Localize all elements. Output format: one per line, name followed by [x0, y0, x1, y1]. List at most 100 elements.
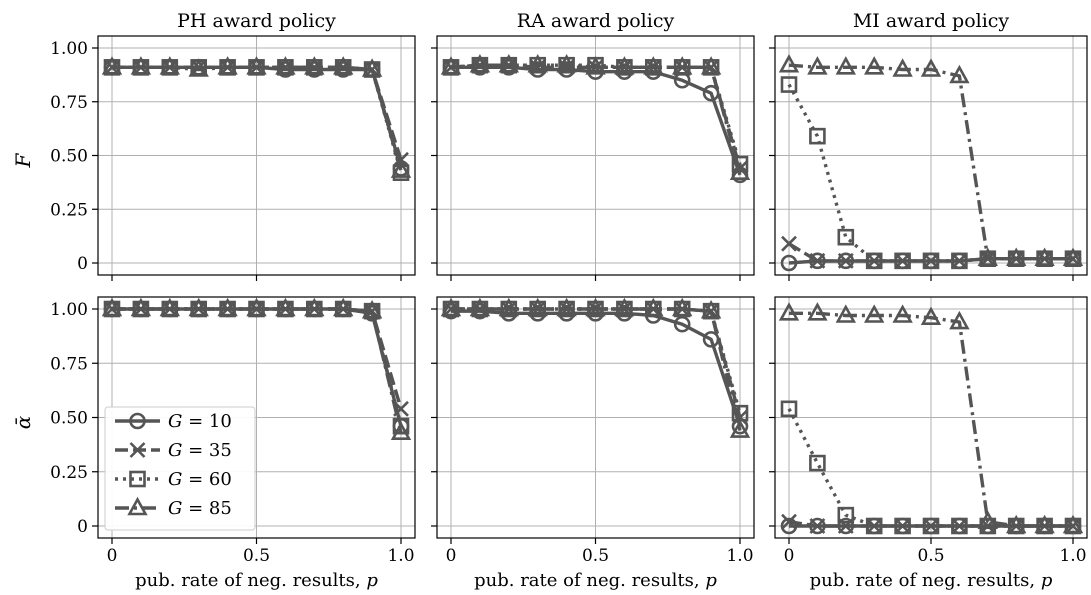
- data-point-x: [674, 59, 691, 76]
- data-point-triangle: [863, 304, 885, 323]
- data-point-square: [780, 76, 798, 93]
- data-point-triangle: [1062, 514, 1084, 534]
- data-point-triangle: [101, 297, 123, 317]
- legend-label: G = 10: [168, 411, 232, 432]
- legend-box: [104, 406, 256, 531]
- x-tick-label: 1.0: [387, 546, 414, 566]
- data-point-triangle: [527, 54, 548, 73]
- data-point-square: [837, 506, 855, 524]
- x-axis-label: pub. rate of neg. results, p: [474, 570, 717, 591]
- series-line-1: [451, 309, 742, 427]
- data-point-triangle: [217, 56, 238, 75]
- data-point-square: [809, 127, 826, 145]
- data-point-circle: [702, 84, 720, 102]
- data-point-triangle: [1034, 514, 1055, 534]
- data-point-triangle: [101, 56, 123, 75]
- x-tick-label: 0.5: [917, 546, 944, 566]
- data-point-triangle: [614, 297, 635, 317]
- data-point-triangle: [130, 297, 152, 317]
- data-point-triangle: [729, 419, 751, 438]
- x-axis-label: pub. rate of neg. results, p: [810, 570, 1053, 591]
- x-tick-label: 0: [446, 546, 457, 566]
- data-point-triangle: [304, 297, 325, 317]
- data-point-square: [809, 454, 826, 472]
- y-tick-label: 1.00: [50, 39, 88, 59]
- data-point-triangle: [469, 54, 491, 73]
- data-point-x: [809, 252, 826, 269]
- data-point-triangle: [556, 297, 577, 317]
- data-point-triangle: [440, 56, 462, 75]
- data-point-circle: [780, 517, 798, 535]
- x-tick-label: 1.0: [1059, 546, 1086, 566]
- y-tick-label: 0: [77, 254, 88, 274]
- x-tick-label: 1.0: [726, 546, 753, 566]
- data-point-triangle: [835, 56, 857, 75]
- data-point-triangle: [361, 58, 383, 77]
- data-point-triangle: [217, 297, 238, 317]
- data-point-triangle: [778, 54, 800, 73]
- data-point-x: [364, 61, 381, 78]
- x-tick-label: 0: [107, 546, 118, 566]
- series-line-4: [789, 311, 1073, 528]
- y-tick-label: 0.50: [50, 409, 88, 429]
- data-point-triangle: [159, 56, 181, 75]
- data-point-triangle: [863, 56, 885, 75]
- data-point-triangle: [892, 304, 913, 323]
- data-point-triangle: [1034, 247, 1055, 267]
- data-point-square: [837, 228, 855, 246]
- x-tick-label: 0.5: [243, 546, 270, 566]
- data-point-triangle: [892, 58, 913, 77]
- data-point-x: [866, 518, 883, 534]
- data-point-triangle: [1005, 514, 1027, 534]
- data-point-triangle: [700, 56, 722, 75]
- y-tick-label: 0.50: [50, 147, 88, 167]
- x-axis-label: pub. rate of neg. results, p: [135, 570, 378, 591]
- data-point-x: [335, 301, 352, 317]
- data-point-triangle: [498, 54, 520, 73]
- data-point-x: [364, 303, 381, 320]
- data-point-triangle: [390, 421, 412, 440]
- x-tick-label: 0: [784, 546, 795, 566]
- legend-marker-circle: [129, 412, 146, 430]
- legend-marker-x: [129, 442, 146, 458]
- data-point-triangle: [835, 304, 857, 323]
- legend-marker-square: [129, 470, 146, 488]
- y-tick-label: 1.00: [50, 300, 88, 320]
- data-point-triangle: [585, 56, 606, 75]
- y-axis-label: F: [11, 152, 35, 168]
- y-tick-label: 0.75: [50, 354, 88, 374]
- series-line-4: [788, 63, 1073, 261]
- data-point-triangle: [440, 297, 462, 317]
- data-point-triangle: [1062, 247, 1084, 267]
- legend-label: G = 60: [168, 469, 232, 490]
- panel-1: 0 0.25 0.50 0.75 1.00 PH award policy F: [11, 10, 416, 281]
- data-point-triangle: [275, 297, 296, 317]
- panel-3: MI award policy: [769, 10, 1088, 281]
- x-tick-label: 0.5: [582, 546, 609, 566]
- data-point-square: [731, 155, 749, 173]
- data-point-x: [1008, 518, 1025, 534]
- data-point-triangle: [643, 297, 664, 317]
- data-point-triangle: [643, 56, 664, 75]
- data-point-x: [809, 518, 826, 534]
- data-point-triangle: [556, 54, 577, 73]
- data-point-triangle: [949, 64, 970, 84]
- data-point-triangle: [246, 56, 267, 75]
- data-point-x: [894, 252, 911, 269]
- data-point-triangle: [671, 56, 693, 75]
- data-point-square: [951, 252, 968, 270]
- data-point-triangle: [614, 56, 635, 75]
- data-point-triangle: [304, 56, 325, 75]
- legend-label: G = 35: [168, 440, 232, 461]
- y-tick-label: 0: [77, 517, 88, 537]
- data-point-triangle: [585, 297, 606, 317]
- series-line-4: [112, 65, 403, 172]
- series-line-4: [450, 63, 742, 174]
- legend-marker-triangle: [127, 496, 148, 516]
- data-point-x: [923, 518, 939, 534]
- data-point-triangle: [275, 56, 296, 75]
- data-point-triangle: [469, 297, 491, 317]
- data-point-square: [922, 517, 940, 535]
- data-point-triangle: [807, 302, 828, 321]
